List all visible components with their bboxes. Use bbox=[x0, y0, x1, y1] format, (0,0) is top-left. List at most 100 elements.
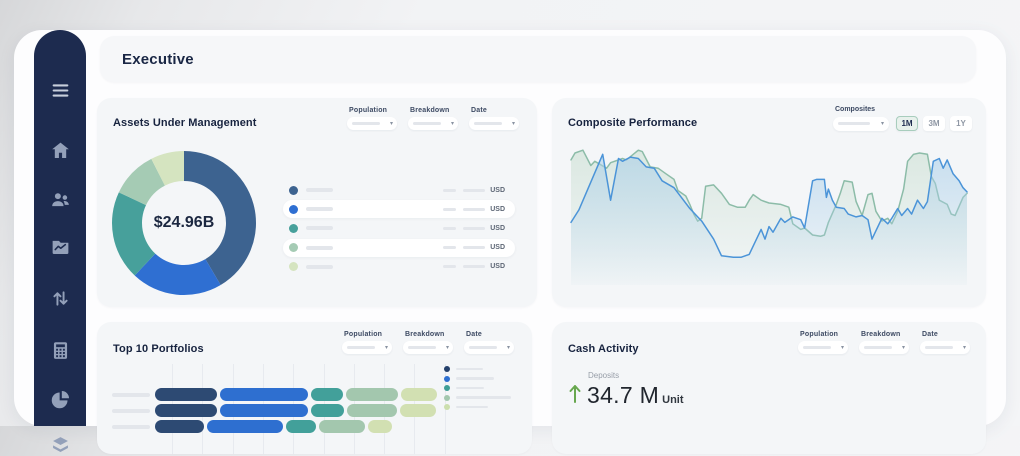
placeholder-bar bbox=[306, 188, 333, 192]
composite-performance-chart bbox=[570, 149, 968, 285]
filter-label: Population bbox=[800, 331, 839, 338]
row-label-placeholder bbox=[112, 408, 150, 413]
bar-segment-4 bbox=[319, 420, 365, 433]
composites-filter-label: Composites bbox=[835, 106, 876, 113]
transfers-icon[interactable] bbox=[48, 286, 72, 310]
range-button-1y[interactable]: 1Y bbox=[950, 116, 972, 131]
bar-segment-3 bbox=[311, 404, 344, 417]
deposits-value-row: 34.7 M Unit bbox=[587, 382, 684, 409]
calculator-icon[interactable] bbox=[48, 338, 72, 362]
bar-segment-2 bbox=[220, 404, 308, 417]
filter-label: Breakdown bbox=[405, 331, 445, 338]
placeholder-bar bbox=[463, 265, 486, 269]
placeholder-bar bbox=[463, 226, 486, 230]
population-select[interactable]: ▾ bbox=[798, 341, 848, 354]
bar-segment-3 bbox=[311, 388, 343, 401]
currency-label: USD bbox=[490, 205, 505, 213]
filter-label: Population bbox=[349, 107, 388, 114]
filter-date: Date ▾ bbox=[920, 331, 970, 354]
placeholder-bar bbox=[838, 122, 870, 125]
filter-label: Breakdown bbox=[410, 107, 450, 114]
stacked-bar-row bbox=[155, 388, 437, 401]
page-header: Executive bbox=[100, 36, 976, 82]
placeholder-bar bbox=[347, 346, 375, 349]
arrow-up-icon bbox=[569, 385, 581, 403]
currency-label: USD bbox=[490, 186, 505, 194]
filter-label: Date bbox=[922, 331, 938, 338]
aum-legend-row: USD bbox=[283, 258, 515, 276]
card-top-10-portfolios: Top 10 Portfolios Population ▾ Breakdown ▾ D… bbox=[97, 322, 532, 454]
chevron-down-icon: ▾ bbox=[445, 344, 449, 351]
legend-dot bbox=[289, 223, 298, 233]
range-button-3m[interactable]: 3M bbox=[923, 116, 945, 131]
portfolio-chart-icon[interactable] bbox=[48, 234, 72, 258]
chevron-down-icon: ▾ bbox=[840, 344, 844, 351]
legend-dot bbox=[444, 394, 450, 401]
cash-filters: Population ▾ Breakdown ▾ Date ▾ bbox=[798, 331, 970, 354]
filter-population: Population ▾ bbox=[342, 331, 392, 354]
bar-segment-4 bbox=[346, 388, 398, 401]
pie-chart-icon[interactable] bbox=[48, 387, 72, 411]
date-select[interactable]: ▾ bbox=[464, 341, 514, 354]
placeholder-bar bbox=[469, 346, 497, 349]
breakdown-select[interactable]: ▾ bbox=[408, 117, 458, 130]
population-select[interactable]: ▾ bbox=[347, 117, 397, 130]
top10-card-title: Top 10 Portfolios bbox=[113, 343, 204, 355]
legend-dot bbox=[444, 385, 450, 391]
filter-label: Breakdown bbox=[861, 331, 901, 338]
filter-date: Date ▾ bbox=[464, 331, 514, 354]
row-label-placeholder bbox=[112, 424, 150, 429]
bar-segment-2 bbox=[207, 420, 283, 433]
placeholder-bar bbox=[443, 265, 457, 269]
bar-segment-5 bbox=[400, 404, 436, 417]
chevron-down-icon: ▾ bbox=[901, 344, 905, 351]
aum-filters: Population ▾ Breakdown ▾ Date ▾ bbox=[347, 107, 519, 130]
placeholder-bar bbox=[352, 122, 380, 125]
home-icon[interactable] bbox=[48, 138, 72, 162]
top10-legend-row bbox=[444, 403, 511, 411]
top10-filters: Population ▾ Breakdown ▾ Date ▾ bbox=[342, 331, 514, 354]
page-title: Executive bbox=[122, 50, 194, 68]
donut-segment-4 bbox=[118, 158, 165, 206]
bar-segment-1 bbox=[155, 404, 217, 417]
composite-green-line bbox=[570, 149, 968, 238]
card-cash-activity: Cash Activity Population ▾ Breakdown ▾ Date ▾… bbox=[552, 322, 986, 454]
donut-segment-2 bbox=[134, 253, 221, 295]
composites-select[interactable]: ▾ bbox=[833, 116, 889, 131]
app-container: Executive Assets Under Management Popula… bbox=[14, 30, 1006, 454]
placeholder-bar bbox=[864, 346, 892, 349]
population-select[interactable]: ▾ bbox=[342, 341, 392, 354]
range-button-1m[interactable]: 1M bbox=[896, 116, 918, 131]
placeholder-bar bbox=[443, 246, 457, 250]
bar-segment-1 bbox=[155, 388, 217, 401]
placeholder-bar bbox=[925, 346, 953, 349]
chevron-down-icon: ▾ bbox=[880, 120, 884, 127]
layers-icon[interactable] bbox=[48, 432, 72, 456]
aum-legend-row: USD bbox=[283, 219, 515, 237]
aum-donut-chart bbox=[112, 151, 256, 295]
users-icon[interactable] bbox=[48, 187, 72, 211]
chevron-down-icon: ▾ bbox=[511, 120, 515, 127]
legend-dot bbox=[444, 404, 450, 410]
bar-segment-5 bbox=[368, 420, 392, 433]
breakdown-select[interactable]: ▾ bbox=[403, 341, 453, 354]
bar-segment-1 bbox=[155, 420, 204, 433]
date-select[interactable]: ▾ bbox=[920, 341, 970, 354]
placeholder-bar bbox=[456, 377, 494, 380]
row-label-placeholder bbox=[112, 392, 150, 397]
aum-legend-row: USD bbox=[283, 200, 515, 219]
menu-icon[interactable] bbox=[48, 78, 72, 102]
date-select[interactable]: ▾ bbox=[469, 117, 519, 130]
range-button-group: 1M 3M 1Y bbox=[896, 116, 972, 131]
top10-legend-row bbox=[444, 375, 511, 383]
placeholder-bar bbox=[456, 396, 511, 399]
placeholder-bar bbox=[306, 207, 333, 212]
top10-legend bbox=[444, 365, 511, 413]
cash-card-title: Cash Activity bbox=[568, 343, 639, 355]
placeholder-bar bbox=[306, 226, 333, 231]
filter-date: Date ▾ bbox=[469, 107, 519, 130]
sidebar bbox=[34, 30, 86, 452]
legend-dot bbox=[289, 243, 298, 253]
breakdown-select[interactable]: ▾ bbox=[859, 341, 909, 354]
chevron-down-icon: ▾ bbox=[384, 344, 388, 351]
